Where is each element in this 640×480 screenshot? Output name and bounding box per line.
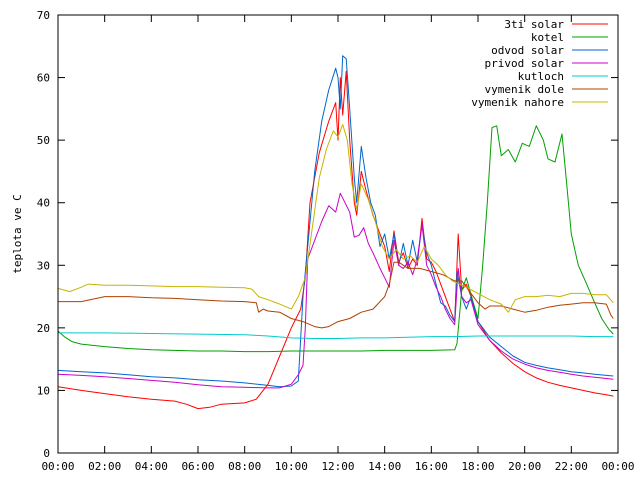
plot-frame <box>57 14 619 454</box>
series-line-vymenik-nahore <box>57 124 614 313</box>
x-tick-label: 08:00 <box>228 460 261 473</box>
x-tick-label: 00:00 <box>41 460 74 473</box>
x-tick-label: 12:00 <box>321 460 354 473</box>
y-axis-label: teplota ve C <box>11 194 24 273</box>
legend-label-privod-solar: privod solar <box>485 57 565 70</box>
y-tick-label: 40 <box>37 197 50 210</box>
x-tick-label: 04:00 <box>135 460 168 473</box>
legend-label-kutloch: kutloch <box>518 70 564 83</box>
x-tick-label: 14:00 <box>368 460 401 473</box>
x-tick-label: 02:00 <box>88 460 121 473</box>
legend-label-vymenik-dole: vymenik dole <box>485 83 564 96</box>
x-tick-label: 22:00 <box>555 460 588 473</box>
x-tick-label: 18:00 <box>461 460 494 473</box>
y-tick-label: 60 <box>37 72 50 85</box>
y-tick-label: 50 <box>37 134 50 147</box>
y-tick-label: 0 <box>43 447 50 460</box>
legend-label-vymenik-nahore: vymenik nahore <box>471 96 564 109</box>
y-tick-label: 70 <box>37 9 50 22</box>
y-tick-label: 20 <box>37 322 50 335</box>
series-lines <box>57 55 614 410</box>
legend-label-3ti-solar: 3ti solar <box>504 18 564 31</box>
x-tick-label: 10:00 <box>275 460 308 473</box>
legend-label-odvod-solar: odvod solar <box>491 44 564 57</box>
x-axis-ticks: 00:00 02:00 04:00 06:00 08:00 10:00 12:00 14:00… <box>41 15 635 473</box>
legend-label-kotel: kotel <box>531 31 564 44</box>
x-tick-label: 06:00 <box>181 460 214 473</box>
x-tick-label: 00:00 <box>601 460 634 473</box>
y-axis-ticks: 0 10 20 30 40 50 60 70 <box>37 9 618 460</box>
y-tick-label: 30 <box>37 259 50 272</box>
series-line-privod-solar <box>57 192 614 389</box>
x-tick-label: 16:00 <box>415 460 448 473</box>
series-line-kutloch <box>58 332 614 339</box>
x-tick-label: 20:00 <box>508 460 541 473</box>
series-line-kotel <box>57 125 614 353</box>
series-line-vymenik-dole <box>58 261 614 329</box>
y-tick-label: 10 <box>37 384 50 397</box>
